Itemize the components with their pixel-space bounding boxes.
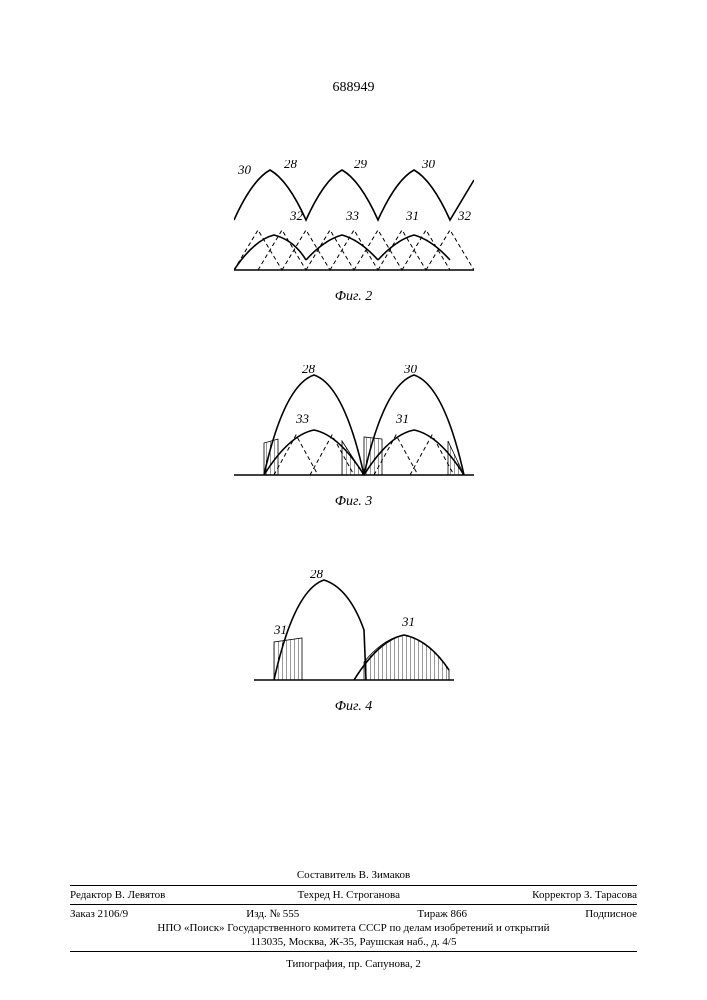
- svg-text:30: 30: [421, 160, 436, 171]
- figure-2-caption: Фиг. 2: [234, 289, 474, 305]
- tech-editor: Техред Н. Строганова: [298, 889, 400, 901]
- corrector: Корректор З. Тарасова: [532, 889, 637, 901]
- publisher-line-2: 113035, Москва, Ж-35, Раушская наб., д. …: [70, 936, 637, 948]
- editor: Редактор В. Левятов: [70, 889, 165, 901]
- svg-text:28: 28: [310, 570, 324, 581]
- figure-2: 30 28 29 30 32 33 31 32 Фиг. 2: [234, 160, 474, 305]
- document-number: 688949: [0, 80, 707, 96]
- divider-3: [70, 951, 637, 952]
- svg-text:28: 28: [302, 365, 316, 376]
- svg-text:31: 31: [395, 411, 409, 426]
- figure-3: 28 30 33 31 Фиг. 3: [234, 365, 474, 510]
- svg-text:28: 28: [284, 160, 298, 171]
- subscription: Подписное: [585, 908, 637, 920]
- editorial-row: Редактор В. Левятов Техред Н. Строганова…: [70, 889, 637, 901]
- edition-number: Изд. № 555: [246, 908, 299, 920]
- svg-text:30: 30: [403, 365, 418, 376]
- figures-container: 3028293032333132 Фиг. 2 28303331 Фиг. 3 …: [0, 160, 707, 775]
- circulation: Тираж 866: [417, 908, 467, 920]
- compiler-line: Составитель В. Зимаков: [70, 869, 637, 881]
- figure-2-svg: 30 28 29 30 32 33 31 32: [234, 160, 474, 280]
- svg-text:31: 31: [401, 614, 415, 629]
- publisher-line-1: НПО «Поиск» Государственного комитета СС…: [70, 922, 637, 934]
- order-number: Заказ 2106/9: [70, 908, 128, 920]
- figure-3-caption: Фиг. 3: [234, 494, 474, 510]
- svg-text:29: 29: [354, 160, 368, 171]
- svg-text:33: 33: [295, 411, 310, 426]
- figure-3-svg: 28 30 33 31: [234, 365, 474, 485]
- credits-block: Составитель В. Зимаков Редактор В. Левят…: [70, 869, 637, 970]
- typography-line: Типография, пр. Сапунова, 2: [70, 958, 637, 970]
- svg-text:32: 32: [289, 208, 304, 223]
- svg-text:31: 31: [273, 622, 287, 637]
- divider-1: [70, 885, 637, 886]
- divider-2: [70, 904, 637, 905]
- patent-page: 688949 30 28 29 30 32 33 31 32 Фиг. 2 28 30 33 31 …: [0, 0, 707, 1000]
- svg-text:32: 32: [457, 208, 472, 223]
- figure-4-caption: Фиг. 4: [254, 699, 454, 715]
- print-info-row: Заказ 2106/9 Изд. № 555 Тираж 866 Подпис…: [70, 908, 637, 920]
- svg-text:33: 33: [345, 208, 360, 223]
- figure-4-svg: 28 31 31: [254, 570, 454, 690]
- svg-text:30: 30: [237, 162, 252, 177]
- figure-4: 28 31 31 Фиг. 4: [254, 570, 454, 715]
- svg-text:31: 31: [405, 208, 419, 223]
